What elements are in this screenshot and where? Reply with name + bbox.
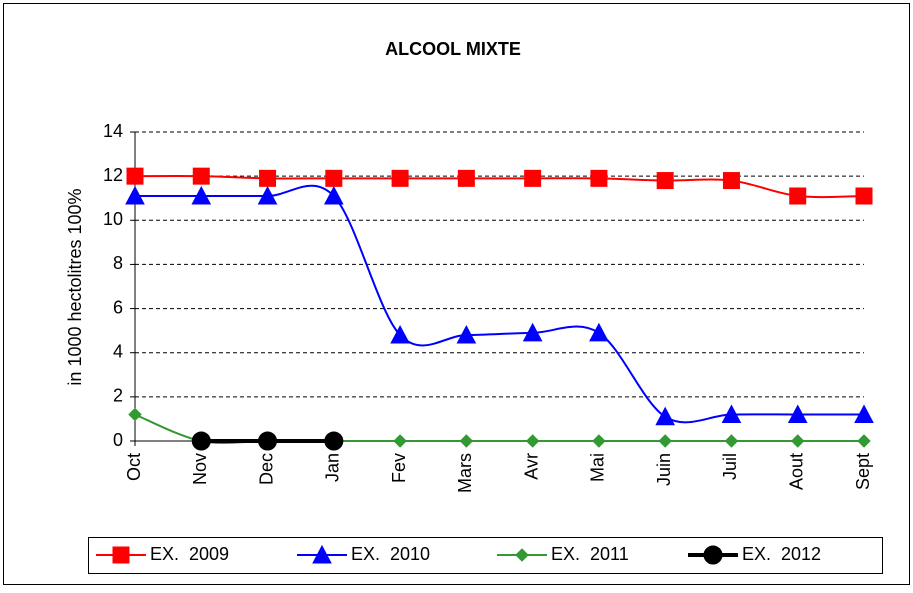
x-tick-label: Dec xyxy=(256,453,276,485)
y-tick-label: 0 xyxy=(113,430,123,450)
chart-frame xyxy=(3,3,910,585)
data-point xyxy=(724,434,739,448)
data-point xyxy=(658,434,672,448)
x-tick-label: Fev xyxy=(389,453,409,483)
data-point xyxy=(592,434,606,448)
legend-label: EX. 2011 xyxy=(551,544,629,564)
data-point xyxy=(126,167,144,185)
legend-marker xyxy=(515,548,529,562)
data-point xyxy=(656,172,674,190)
data-point xyxy=(459,434,474,448)
data-point xyxy=(257,185,278,205)
x-tick-label: Sept xyxy=(853,453,873,490)
data-point xyxy=(191,431,211,451)
data-point xyxy=(324,431,344,451)
legend-label: EX. 2012 xyxy=(742,544,821,564)
data-point xyxy=(391,169,409,187)
chart-title: ALCOOL MIXTE xyxy=(385,39,521,59)
data-point xyxy=(590,169,608,187)
data-point xyxy=(789,187,807,205)
data-point xyxy=(192,167,210,185)
y-tick-label: 2 xyxy=(113,386,123,406)
y-tick-label: 10 xyxy=(103,209,123,229)
data-point xyxy=(855,187,873,205)
data-point xyxy=(524,169,542,187)
data-point xyxy=(457,169,475,187)
data-point xyxy=(125,185,145,205)
data-point xyxy=(390,324,410,344)
legend-box xyxy=(88,537,883,574)
data-point xyxy=(323,185,344,205)
x-tick-label: Avr xyxy=(521,453,541,480)
y-tick-label: 4 xyxy=(113,341,123,361)
x-tick-label: Aout xyxy=(786,453,806,490)
data-point xyxy=(857,434,871,448)
data-point xyxy=(721,404,742,424)
data-point xyxy=(655,406,676,426)
data-point xyxy=(259,169,277,187)
data-point xyxy=(393,434,407,448)
y-tick-label: 6 xyxy=(113,297,123,317)
data-point xyxy=(787,404,808,424)
data-point xyxy=(258,431,278,451)
data-point xyxy=(589,322,609,342)
y-tick-label: 14 xyxy=(103,121,123,141)
x-tick-label: Juin xyxy=(654,453,674,486)
legend-marker xyxy=(112,546,130,564)
data-point xyxy=(128,407,142,422)
data-point xyxy=(791,434,805,448)
data-point xyxy=(854,404,874,424)
data-point xyxy=(525,434,540,448)
data-point xyxy=(522,322,543,342)
y-axis-label: in 1000 hectolitres 100% xyxy=(65,188,85,385)
data-point xyxy=(456,324,477,344)
legend-marker xyxy=(312,544,332,564)
legend-label: EX. 2010 xyxy=(351,544,430,564)
legend-label: EX. 2009 xyxy=(150,544,229,564)
x-tick-label: Oct xyxy=(124,453,144,481)
data-point xyxy=(191,185,212,205)
data-point xyxy=(325,169,343,187)
y-tick-label: 8 xyxy=(113,253,123,273)
y-tick-label: 12 xyxy=(103,165,123,185)
data-point xyxy=(722,172,740,190)
x-tick-label: Juil xyxy=(720,453,740,480)
x-tick-label: Nov xyxy=(190,453,210,485)
x-tick-label: Jan xyxy=(323,453,343,482)
x-tick-label: Mai xyxy=(588,453,608,482)
legend-marker xyxy=(703,545,723,565)
x-tick-label: Mars xyxy=(455,453,475,493)
